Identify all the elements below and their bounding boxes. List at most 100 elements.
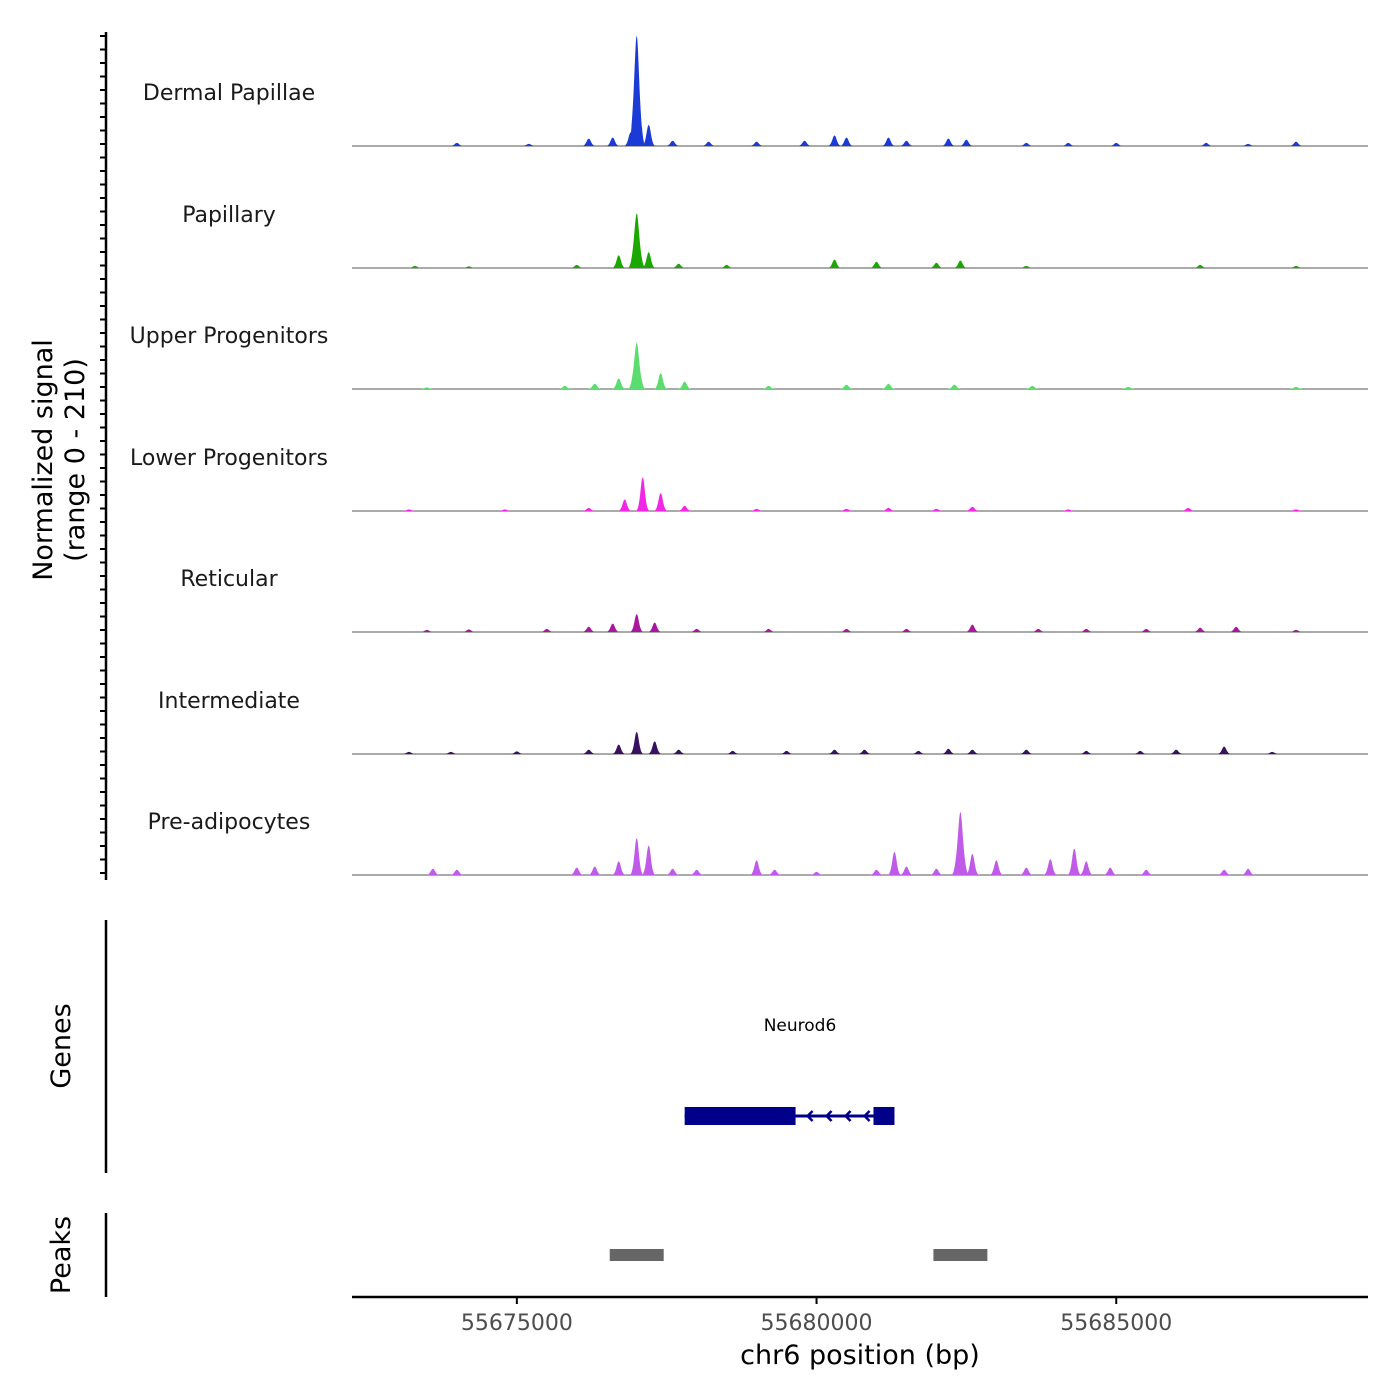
gene-strand-arrow: [862, 1110, 871, 1122]
coverage-peak: [629, 614, 644, 632]
coverage-peak: [629, 732, 644, 754]
coverage-peak: [1019, 265, 1034, 268]
coverage-peak: [797, 140, 812, 146]
track-papillary: Papillary: [182, 203, 1368, 269]
coverage-peak: [539, 628, 554, 632]
coverage-peak: [839, 137, 854, 146]
coverage-peak: [635, 477, 650, 511]
coverage-peak: [1241, 868, 1256, 875]
coverage-peak: [911, 750, 926, 754]
coverage-peak: [407, 265, 422, 268]
coverage-tracks: Dermal Papillae Papillary Upper Progenitor…: [130, 36, 1368, 876]
coverage-peak: [617, 499, 632, 511]
coverage-peak: [1181, 507, 1196, 511]
coverage-peak: [689, 869, 704, 875]
coverage-peak: [1079, 861, 1094, 875]
coverage-peak: [827, 259, 842, 268]
gene-name-label: Neurod6: [764, 1016, 837, 1036]
coverage-peak: [899, 140, 914, 146]
coverage-peak: [449, 142, 464, 146]
coverage-peak: [653, 493, 668, 511]
coverage-peak: [749, 860, 764, 875]
coverage-peak: [719, 264, 734, 268]
coverage-peak: [605, 137, 620, 146]
coverage-peak: [677, 381, 692, 389]
coverage-peak: [779, 750, 794, 754]
x-axis-tick-label: 55685000: [1060, 1311, 1172, 1336]
x-axis-tick-label: 55675000: [461, 1311, 573, 1336]
coverage-peak: [419, 629, 434, 632]
coverage-peak: [611, 255, 626, 268]
coverage-peak: [1139, 869, 1154, 875]
track-dermal-papillae: Dermal Papillae: [143, 36, 1368, 147]
coverage-peak: [627, 342, 646, 389]
called-peak: [933, 1249, 988, 1261]
coverage-peak: [497, 509, 512, 511]
coverage-peak: [809, 871, 824, 875]
coverage-peak: [587, 866, 602, 875]
coverage-peak: [947, 384, 962, 389]
coverage-peak: [965, 506, 980, 511]
coverage-peak: [401, 509, 416, 511]
coverage-peak: [449, 869, 464, 875]
genes-panel-label: Genes: [46, 1003, 77, 1088]
track-reticular: Reticular: [180, 567, 1368, 633]
coverage-peak: [1139, 628, 1154, 632]
coverage-peak: [899, 866, 914, 875]
coverage-peak: [929, 262, 944, 268]
coverage-peak: [1079, 628, 1094, 632]
coverage-peak: [1241, 143, 1256, 146]
track-label: Lower Progenitors: [130, 446, 328, 471]
gene-model: [684, 1107, 895, 1125]
gene-exon: [873, 1107, 895, 1125]
coverage-peak: [1199, 142, 1214, 146]
track-label: Papillary: [182, 203, 276, 228]
coverage-peak: [581, 507, 596, 511]
coverage-peak: [401, 751, 416, 754]
coverage-peak: [951, 812, 970, 875]
coverage-peak: [671, 749, 686, 754]
x-axis-label: chr6 position (bp): [740, 1340, 980, 1371]
coverage-peak: [569, 867, 584, 875]
called-peak: [609, 1249, 664, 1261]
coverage-peak: [1193, 264, 1208, 268]
coverage-peak: [581, 138, 596, 146]
gene-strand-arrow: [805, 1110, 814, 1122]
coverage-peak: [749, 141, 764, 146]
coverage-peak: [1025, 385, 1040, 389]
coverage-peak: [827, 749, 842, 754]
coverage-peak: [767, 869, 782, 875]
coverage-peak: [677, 505, 692, 511]
called-peaks: [609, 1249, 988, 1261]
coverage-peak: [761, 628, 776, 632]
coverage-peak: [665, 140, 680, 146]
coverage-peak: [1217, 869, 1232, 875]
coverage-peak: [959, 139, 974, 146]
coverage-peak: [689, 628, 704, 632]
y-axis-label-line1: Normalized signal: [28, 339, 59, 581]
coverage-peak: [1019, 749, 1034, 754]
coverage-peak: [521, 143, 536, 146]
coverage-peak: [1019, 867, 1034, 875]
coverage-peak: [941, 138, 956, 146]
coverage-peak: [1019, 142, 1034, 146]
coverage-peak: [1229, 626, 1244, 632]
coverage-peak: [461, 266, 476, 268]
coverage-peak: [953, 260, 968, 268]
coverage-peak: [419, 387, 434, 389]
coverage-peak: [557, 385, 572, 389]
gene-exon: [684, 1107, 796, 1125]
coverage-peak: [581, 626, 596, 632]
track-intermediate: Intermediate: [158, 689, 1368, 755]
coverage-peak: [1289, 629, 1304, 632]
coverage-peak: [1133, 750, 1148, 754]
coverage-peak: [461, 629, 476, 632]
y-axis-label-line2: (range 0 - 210): [60, 358, 91, 562]
coverage-peak: [1067, 848, 1082, 875]
coverage-peak: [965, 854, 980, 875]
coverage-peak: [629, 838, 644, 875]
coverage-peak: [869, 869, 884, 875]
coverage-peak: [899, 628, 914, 632]
coverage-peak: [425, 868, 440, 875]
coverage-peak: [929, 868, 944, 875]
